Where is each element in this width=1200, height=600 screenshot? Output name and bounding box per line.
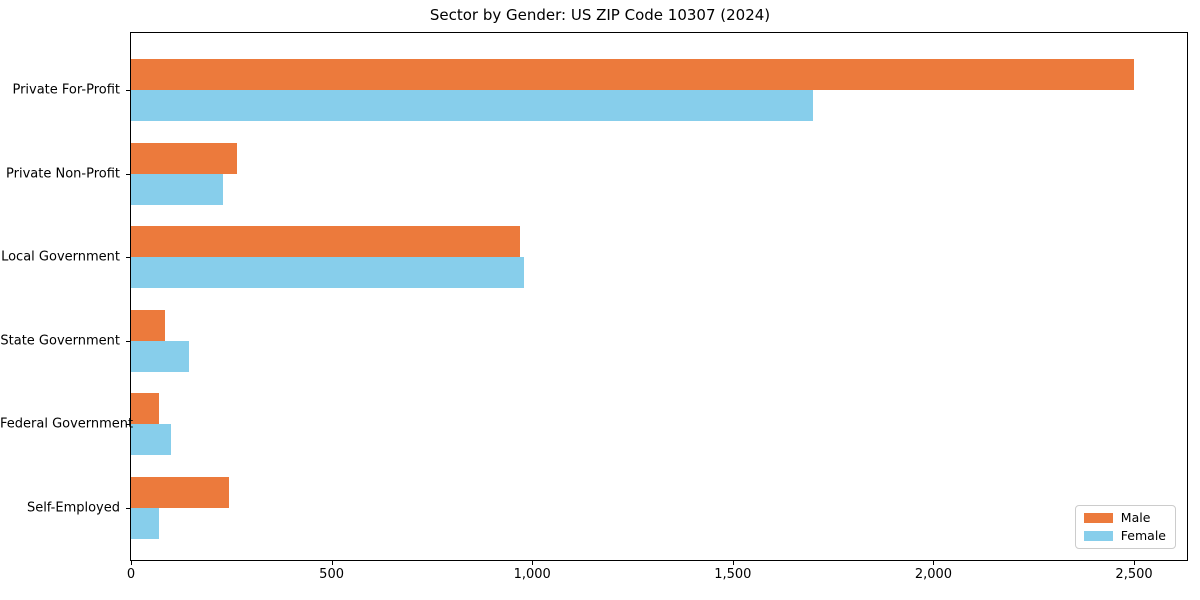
plot-area: Male Female (130, 32, 1188, 561)
y-tick-mark (126, 424, 130, 426)
x-tick-mark (131, 561, 132, 565)
y-tick-label-private-non-profit: Private Non-Profit (6, 166, 120, 182)
bar-female-self-employed (131, 508, 159, 539)
legend-entry-female: Female (1083, 527, 1166, 543)
x-tick-label-0: 0 (126, 567, 136, 582)
y-tick-label-state-government: State Government (0, 333, 120, 349)
legend-swatch-female (1083, 530, 1113, 541)
x-tick-label-1-500: 1,500 (714, 567, 752, 582)
bar-male-federal-government (131, 393, 159, 425)
bar-female-local-government (131, 257, 524, 289)
x-tick-label-2-000: 2,000 (914, 567, 953, 582)
x-tick-mark (732, 561, 734, 565)
x-tick-mark (933, 561, 935, 565)
bar-male-state-government (131, 309, 165, 341)
x-tick-label-1-000: 1,000 (513, 567, 551, 582)
y-tick-mark (126, 90, 130, 91)
y-tick-mark (126, 257, 130, 259)
y-tick-mark (126, 173, 130, 175)
bar-male-local-government (131, 226, 520, 258)
legend-swatch-male (1083, 513, 1113, 524)
chart-title: Sector by Gender: US ZIP Code 10307 (202… (429, 6, 771, 24)
x-tick-label-2-500: 2,500 (1115, 567, 1153, 582)
bar-female-private-non-profit (131, 173, 223, 205)
x-tick-label-500: 500 (319, 567, 345, 582)
bar-female-private-for-profit (131, 90, 813, 121)
y-tick-label-local-government: Local Government (1, 249, 120, 265)
y-tick-label-private-for-profit: Private For-Profit (12, 82, 120, 98)
y-tick-mark (126, 508, 130, 509)
x-tick-mark (331, 561, 333, 565)
y-tick-mark (126, 340, 130, 342)
bar-male-private-non-profit (131, 142, 237, 174)
y-tick-label-federal-government: Federal Government (0, 416, 134, 432)
x-tick-mark (532, 561, 534, 565)
bar-male-private-for-profit (131, 59, 1134, 90)
legend-entry-male: Male (1083, 510, 1166, 525)
bar-female-state-government (131, 340, 189, 372)
y-tick-label-self-employed: Self-Employed (26, 500, 120, 516)
bar-female-federal-government (131, 424, 171, 456)
legend-label-male: Male (1120, 510, 1151, 525)
bar-male-self-employed (131, 477, 229, 508)
legend: Male Female (1074, 505, 1176, 549)
x-tick-mark (1134, 561, 1136, 565)
legend-label-female: Female (1120, 527, 1166, 543)
